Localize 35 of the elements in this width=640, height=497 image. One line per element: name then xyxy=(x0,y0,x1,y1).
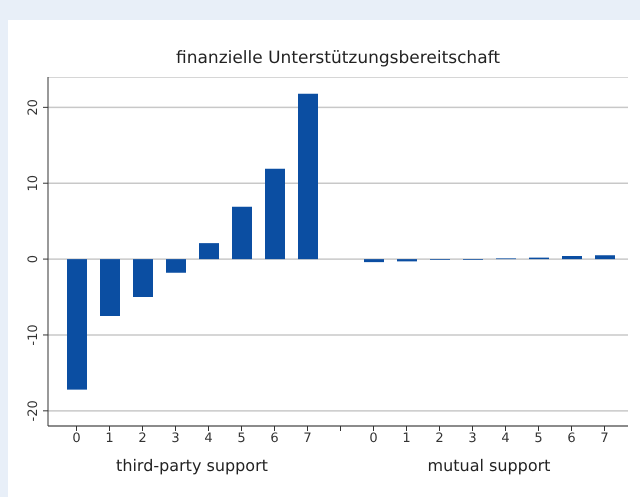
bar xyxy=(562,256,582,260)
text: mutual support xyxy=(426,456,552,475)
text: third-party support xyxy=(115,456,269,475)
x-tick-label: 1 xyxy=(402,431,411,446)
x-tick-label: 2 xyxy=(138,431,147,446)
bar xyxy=(298,94,318,260)
x-tick-label: 0 xyxy=(72,431,81,446)
x-tick-label: 0 xyxy=(369,431,378,446)
x-tick-label: 3 xyxy=(171,431,180,446)
y-tick-label: -10 xyxy=(26,324,41,346)
x-tick-label: 5 xyxy=(237,431,246,446)
bar xyxy=(364,259,384,262)
bar xyxy=(67,259,87,390)
bar xyxy=(166,259,186,273)
x-tick-label: 4 xyxy=(204,431,213,446)
bar xyxy=(232,206,252,260)
x-tick-label: 7 xyxy=(303,431,312,446)
x-tick-label: 6 xyxy=(270,431,279,446)
y-tick-label: 0 xyxy=(26,254,41,264)
bar xyxy=(595,255,615,260)
x-tick-label: 1 xyxy=(105,431,114,446)
x-tick-label: 4 xyxy=(501,431,510,446)
x-tick-label: 2 xyxy=(435,431,444,446)
bar xyxy=(133,259,153,298)
x-tick-label: 5 xyxy=(534,431,543,446)
y-tick-label: 10 xyxy=(26,174,41,192)
y-tick-label: -20 xyxy=(26,400,41,422)
bar xyxy=(265,168,285,260)
x-tick-label: 3 xyxy=(468,431,477,446)
bar xyxy=(100,259,120,316)
chart-title: finanzielle Unterstützungsbereitschaft xyxy=(175,48,501,68)
bar xyxy=(199,243,219,260)
x-tick-label: 7 xyxy=(600,431,609,446)
x-tick-label: 6 xyxy=(567,431,576,446)
y-tick-label: 20 xyxy=(26,99,41,116)
